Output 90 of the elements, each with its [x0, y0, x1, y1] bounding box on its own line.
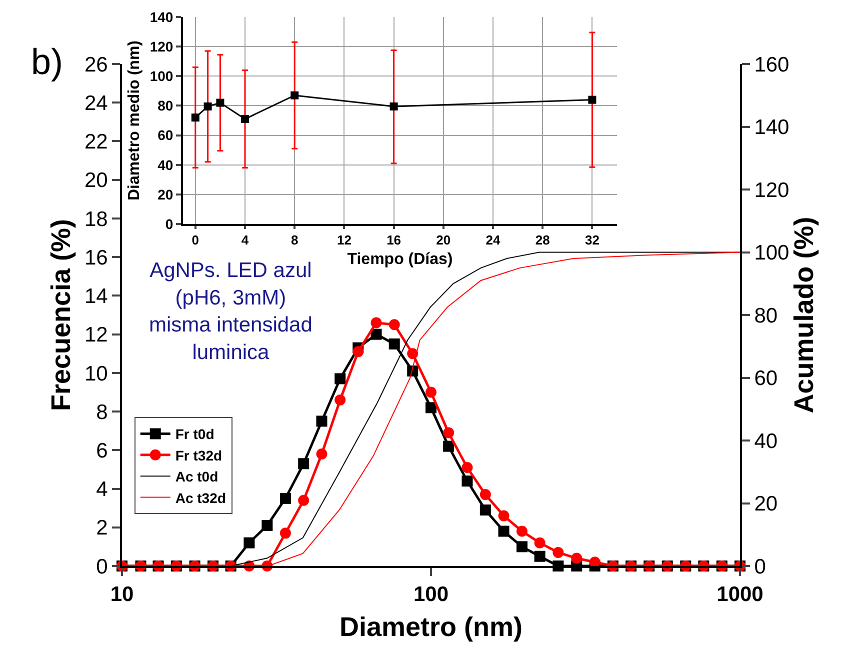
point	[588, 96, 596, 104]
y2-tick-label: 160	[754, 53, 790, 76]
x-tick-label: 20	[436, 232, 451, 248]
point	[216, 98, 224, 107]
point	[552, 546, 564, 558]
text: b)	[31, 41, 64, 82]
x-tick-label: 1000	[716, 583, 764, 606]
point	[571, 552, 582, 564]
point	[280, 528, 291, 539]
point	[316, 416, 328, 427]
y-tick-label: 12	[84, 324, 108, 347]
point	[443, 440, 454, 452]
y-tick-label: 8	[96, 400, 108, 424]
x-tick-label: 4	[241, 232, 250, 248]
x-tick-label: 100	[413, 583, 449, 606]
y2-tick-label: 120	[754, 178, 790, 202]
legend-label: Ac t32d	[175, 490, 226, 506]
y2-tick-label: 0	[754, 555, 766, 578]
x-tick-label: 32	[584, 232, 600, 248]
y-tick-label: 10	[84, 362, 108, 386]
point	[516, 541, 528, 552]
point	[352, 346, 364, 358]
y-tick-label: 80	[158, 98, 174, 114]
point	[480, 489, 491, 500]
y-tick-label: 60	[158, 127, 174, 144]
point	[462, 476, 473, 487]
point	[390, 102, 398, 110]
point	[370, 328, 382, 340]
point	[407, 348, 418, 360]
point	[298, 458, 310, 470]
point	[462, 462, 473, 474]
x-axis-title: Tiempo (Días)	[347, 250, 453, 268]
x-tick-label: 0	[192, 232, 200, 248]
point	[290, 91, 299, 100]
point	[370, 317, 382, 328]
point	[244, 537, 255, 548]
y2-tick-label: 40	[754, 430, 778, 453]
y2-tick-label: 80	[754, 304, 778, 328]
x-tick-label: 28	[535, 232, 550, 248]
y-tick-label: 24	[84, 92, 108, 115]
y-axis-title: Diametro medio (nm)	[126, 40, 144, 201]
point	[426, 402, 436, 414]
point	[534, 537, 546, 548]
legend-label: Ac t0d	[175, 468, 218, 485]
point	[516, 526, 528, 537]
x-tick-label: 24	[486, 232, 501, 248]
y-tick-label: 18	[84, 208, 108, 231]
x-tick-label: 12	[336, 232, 352, 248]
y-tick-label: 0	[96, 555, 108, 578]
x-tick-label: 8	[290, 232, 298, 248]
legend-label: Fr t32d	[175, 447, 222, 464]
point	[534, 550, 546, 562]
y-tick-label: 26	[84, 53, 108, 76]
point	[241, 115, 249, 124]
y2-axis-title: Acumulado (%)	[789, 216, 820, 414]
point	[204, 102, 212, 110]
y-tick-label: 20	[158, 186, 174, 202]
y2-tick-label: 20	[754, 492, 778, 516]
y-tick-label: 4	[96, 478, 108, 502]
point	[280, 492, 291, 504]
x-tick-label: 16	[386, 232, 402, 248]
point	[262, 520, 273, 531]
point	[443, 427, 454, 438]
y-tick-label: 2	[96, 516, 108, 540]
y-tick-label: 40	[158, 156, 174, 173]
point	[388, 319, 400, 330]
annotation: AgNPs. LED azul (pH6, 3mM) misma intensidad luminica	[149, 259, 312, 364]
point	[334, 373, 346, 384]
y2-tick-label: 60	[754, 367, 778, 390]
point	[498, 510, 510, 522]
y-tick-label: 140	[150, 8, 174, 25]
y-tick-label: 14	[84, 285, 108, 308]
y-tick-label: 120	[150, 38, 174, 54]
point	[426, 386, 436, 398]
y-axis-title: Frecuencia (%)	[46, 218, 76, 412]
point	[388, 338, 400, 350]
y2-tick-label: 140	[754, 116, 790, 140]
y-tick-label: 0	[165, 216, 174, 232]
point	[316, 448, 328, 460]
x-axis-title: Diametro (nm)	[339, 612, 523, 642]
y-tick-label: 22	[84, 130, 108, 154]
legend-label: Fr t0d	[175, 426, 214, 442]
y-tick-label: 100	[150, 68, 174, 84]
point	[480, 504, 491, 516]
point	[334, 394, 346, 406]
y-tick-label: 20	[84, 169, 108, 192]
point	[298, 494, 310, 506]
point	[191, 114, 200, 122]
y-tick-label: 6	[96, 440, 108, 462]
point	[498, 526, 510, 537]
